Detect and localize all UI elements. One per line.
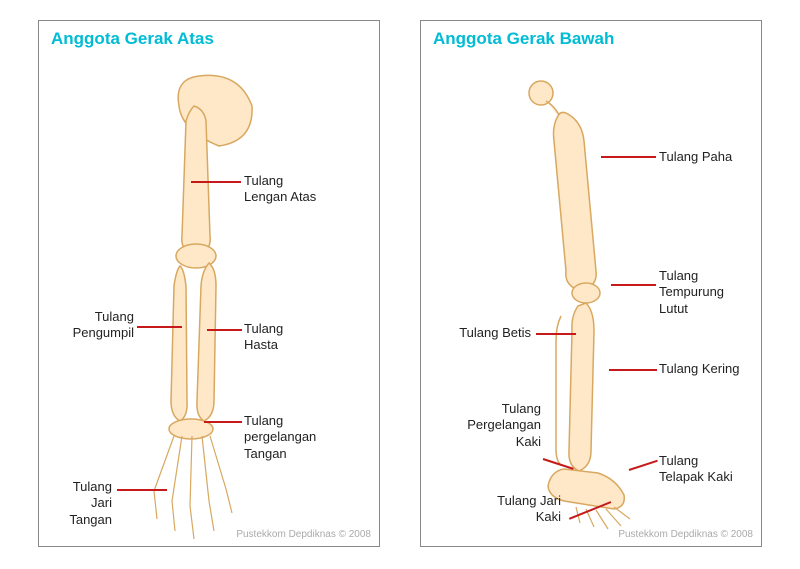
- tick-betis: [536, 333, 576, 335]
- watermark-upper: Pustekkom Depdiknas © 2008: [236, 529, 371, 540]
- label-telapak-kaki: Tulang Telapak Kaki: [659, 453, 733, 486]
- label-paha: Tulang Paha: [659, 149, 732, 165]
- label-pergelangan-kaki: Tulang Pergelangan Kaki: [451, 401, 541, 450]
- label-jari-kaki: Tulang Jari Kaki: [481, 493, 561, 526]
- label-lengan-atas: Tulang Lengan Atas: [244, 173, 316, 206]
- label-jari-tangan: Tulang Jari Tangan: [57, 479, 112, 528]
- tick-paha: [601, 156, 656, 158]
- panel-lower-limb: Anggota Gerak Bawah: [420, 20, 762, 547]
- tick-jari-tangan: [117, 489, 167, 491]
- tick-kering: [609, 369, 657, 371]
- tick-pengumpil: [137, 326, 182, 328]
- lower-bone-area: Tulang Paha Tulang Tempurung Lutut Tulan…: [421, 61, 761, 546]
- label-pengumpil: Tulang Pengumpil: [59, 309, 134, 342]
- panel-upper-limb: Anggota Gerak Atas: [38, 20, 380, 547]
- label-hasta: Tulang Hasta: [244, 321, 283, 354]
- upper-limb-illustration: [124, 71, 294, 541]
- upper-bone-area: Tulang Lengan Atas Tulang Pengumpil Tula…: [39, 61, 379, 546]
- tick-pergelangan-tangan: [204, 421, 242, 423]
- label-tempurung: Tulang Tempurung Lutut: [659, 268, 724, 317]
- tick-lengan-atas: [191, 181, 241, 183]
- lower-limb-illustration: [506, 71, 676, 541]
- tick-tempurung: [611, 284, 656, 286]
- panel-lower-title: Anggota Gerak Bawah: [421, 21, 761, 57]
- label-kering: Tulang Kering: [659, 361, 739, 377]
- label-pergelangan-tangan: Tulang pergelangan Tangan: [244, 413, 316, 462]
- tick-hasta: [207, 329, 242, 331]
- label-betis: Tulang Betis: [446, 325, 531, 341]
- panel-upper-title: Anggota Gerak Atas: [39, 21, 379, 57]
- watermark-lower: Pustekkom Depdiknas © 2008: [618, 529, 753, 540]
